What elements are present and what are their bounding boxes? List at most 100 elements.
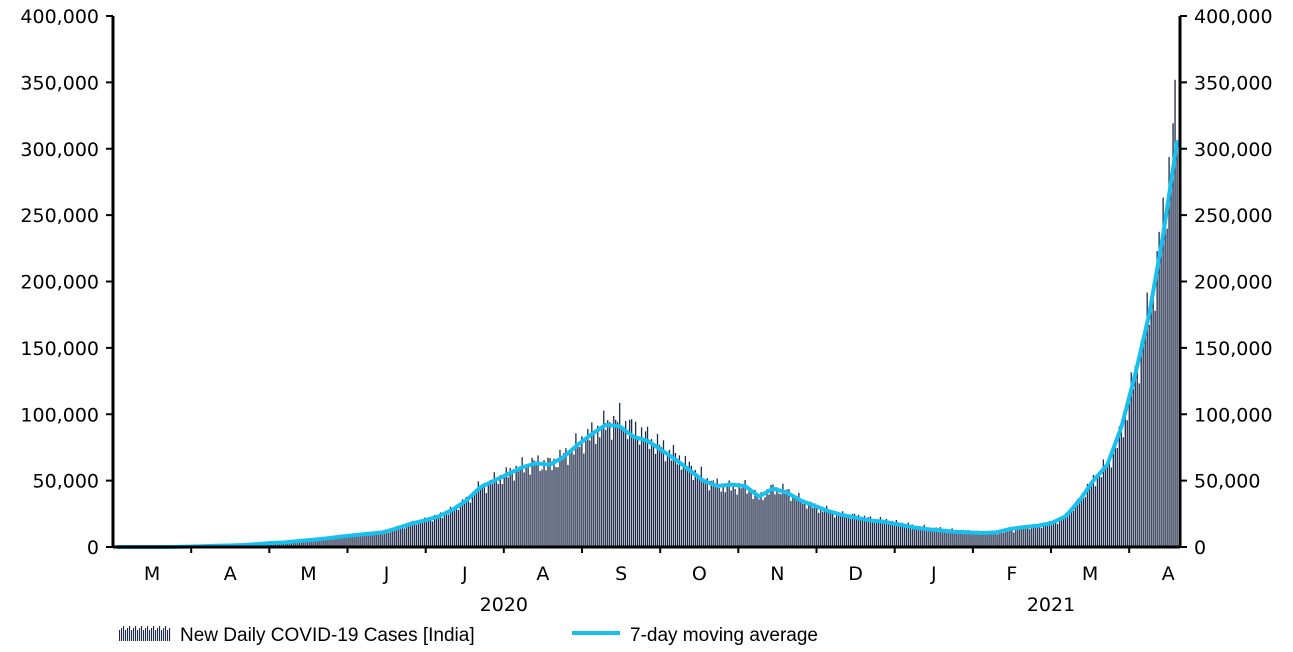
daily-case-bar	[447, 514, 450, 547]
daily-case-bar	[1082, 498, 1085, 547]
legend-swatch-bar	[129, 626, 131, 641]
legend-swatch-bar	[159, 626, 161, 641]
daily-case-bar	[979, 531, 981, 547]
legend-swatch-bar	[167, 630, 169, 641]
legend: New Daily COVID-19 Cases [India] 7-day m…	[119, 625, 818, 646]
daily-case-bar	[838, 513, 840, 547]
daily-case-bar	[708, 490, 710, 547]
daily-case-bar	[915, 529, 917, 547]
daily-case-bar	[762, 500, 764, 547]
daily-case-bar	[445, 511, 448, 547]
daily-case-bar	[808, 504, 810, 547]
daily-cases-bars	[161, 79, 1178, 548]
daily-case-bar	[1050, 525, 1053, 547]
daily-case-bar	[290, 542, 292, 547]
daily-case-bar	[1068, 514, 1071, 547]
daily-case-bar	[330, 537, 332, 547]
daily-case-bar	[439, 512, 442, 547]
daily-case-bar	[364, 533, 366, 547]
daily-case-bar	[515, 465, 517, 547]
daily-case-bar	[666, 454, 669, 547]
daily-case-bar	[961, 529, 963, 547]
daily-case-bar	[1031, 526, 1033, 547]
daily-case-bar	[368, 532, 370, 547]
x-tick-label: M	[300, 563, 316, 585]
daily-case-bar	[999, 532, 1001, 547]
daily-case-bar	[272, 542, 274, 547]
daily-case-bar	[816, 507, 818, 547]
daily-case-bar	[559, 449, 561, 547]
y-tick-label-right: 250,000	[1194, 205, 1273, 227]
daily-case-bar	[282, 542, 284, 547]
daily-case-bar	[889, 522, 892, 547]
daily-case-bar	[1174, 79, 1176, 547]
daily-case-bar	[820, 507, 822, 547]
daily-case-bar	[905, 525, 907, 547]
daily-case-bar	[415, 524, 418, 547]
y-tick-label-right: 200,000	[1194, 272, 1273, 294]
daily-case-bar	[561, 459, 563, 547]
y-tick-label-left: 100,000	[20, 404, 99, 426]
daily-case-bar	[1035, 526, 1037, 547]
legend-swatch-bar	[161, 630, 163, 641]
daily-case-bar	[1056, 523, 1059, 547]
daily-case-bar	[676, 464, 679, 547]
daily-case-bar	[322, 539, 324, 547]
daily-case-bar	[929, 527, 931, 547]
daily-case-bar	[1015, 529, 1017, 547]
daily-case-bar	[555, 467, 557, 547]
x-tick-label: A	[536, 563, 549, 585]
daily-case-bar	[300, 541, 302, 547]
y-axis-right-labels: 0 50,000 100,000 150,000 200,000 250,000 300,0…	[1194, 6, 1273, 559]
y-tick-label-right: 50,000	[1194, 471, 1260, 493]
legend-swatch-bar	[137, 630, 139, 641]
daily-case-bar	[581, 436, 583, 547]
daily-case-bar	[308, 539, 310, 547]
daily-case-bar	[1110, 467, 1113, 547]
daily-case-bar	[977, 530, 979, 547]
daily-case-bar	[907, 522, 909, 547]
daily-case-bar	[431, 521, 434, 547]
daily-case-bar	[332, 538, 334, 547]
daily-case-bar	[1130, 372, 1132, 547]
daily-case-bar	[306, 541, 308, 547]
daily-case-bar	[1170, 184, 1172, 547]
daily-case-bar	[869, 516, 872, 547]
daily-case-bar	[314, 538, 316, 547]
daily-case-bar	[607, 420, 609, 547]
daily-case-bar	[495, 480, 497, 547]
daily-case-bar	[780, 494, 782, 547]
daily-case-bar	[957, 531, 959, 547]
daily-case-bar	[1112, 453, 1114, 547]
daily-case-bar	[521, 457, 523, 547]
daily-case-bar	[839, 514, 842, 547]
daily-case-bar	[336, 536, 338, 547]
daily-case-bar	[507, 477, 509, 547]
daily-case-bar	[686, 468, 689, 547]
daily-case-bar	[989, 531, 991, 547]
daily-case-bar	[294, 541, 296, 547]
y-tick-label-right: 300,000	[1194, 139, 1273, 161]
daily-case-bar	[784, 491, 786, 547]
daily-case-bar	[1064, 513, 1067, 547]
daily-case-bar	[348, 535, 350, 547]
daily-case-bar	[1062, 517, 1065, 547]
daily-case-bar	[328, 538, 330, 547]
x-tick-label: J	[383, 563, 390, 585]
daily-case-bar	[465, 496, 468, 547]
legend-swatch-bar	[125, 630, 127, 641]
daily-case-bar	[684, 455, 687, 547]
daily-case-bar	[696, 475, 698, 547]
daily-case-bar	[812, 507, 814, 547]
daily-case-bar	[644, 431, 647, 547]
daily-case-bar	[392, 529, 394, 547]
daily-case-bar	[1076, 499, 1079, 547]
daily-case-bar	[304, 540, 306, 547]
daily-case-bar	[726, 484, 728, 547]
legend-swatch-bar	[133, 628, 135, 641]
y-tick-label-left: 150,000	[20, 338, 99, 360]
y-tick-label-right: 400,000	[1194, 6, 1273, 28]
daily-case-bar	[316, 539, 318, 547]
daily-case-bar	[674, 452, 677, 547]
daily-case-bar	[826, 505, 828, 547]
